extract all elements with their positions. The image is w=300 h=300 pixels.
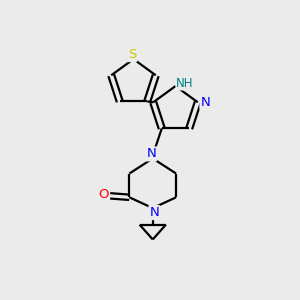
Text: N: N [146, 147, 156, 161]
Text: NH: NH [176, 76, 194, 90]
Text: N: N [149, 206, 159, 219]
Text: O: O [99, 188, 109, 201]
Text: S: S [128, 48, 136, 61]
Text: N: N [200, 96, 210, 109]
